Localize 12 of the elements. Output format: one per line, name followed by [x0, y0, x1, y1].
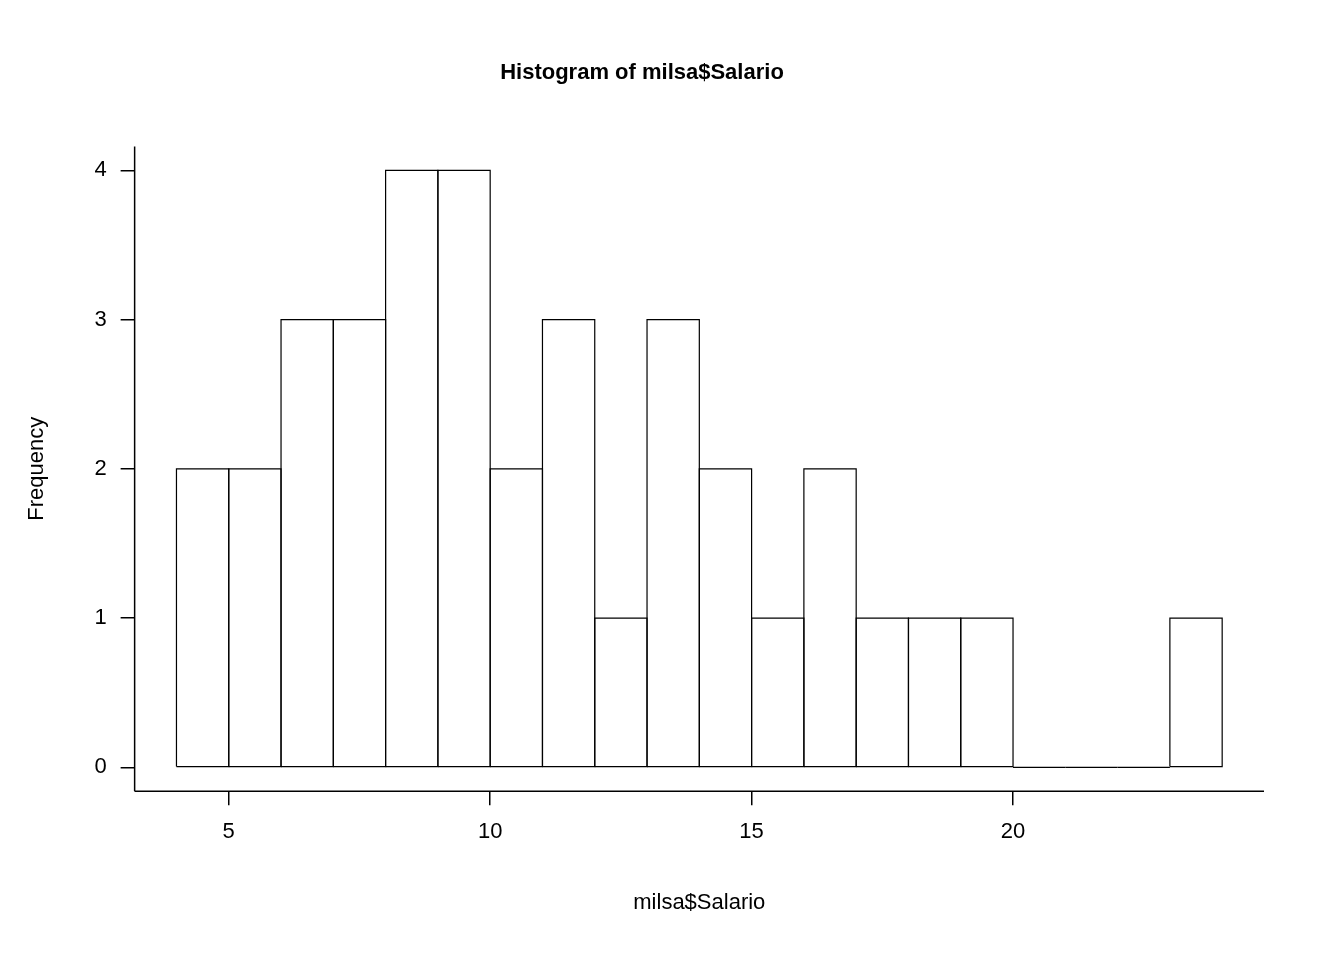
x-axis-title: milsa$Salario	[633, 888, 766, 914]
x-tick-label: 20	[1000, 818, 1026, 844]
x-tick-label: 10	[477, 818, 503, 844]
y-tick-label: 2	[94, 454, 107, 480]
x-tick-label: 15	[739, 818, 764, 844]
y-tick-label: 1	[94, 604, 107, 630]
y-tick-label: 3	[94, 305, 107, 331]
y-tick-label: 4	[94, 156, 107, 182]
chart-title: Histogram of milsa$Salario	[500, 59, 784, 85]
x-tick-label: 5	[222, 818, 235, 844]
y-axis-title: Frequency	[23, 416, 49, 521]
y-tick-label: 0	[94, 753, 107, 779]
